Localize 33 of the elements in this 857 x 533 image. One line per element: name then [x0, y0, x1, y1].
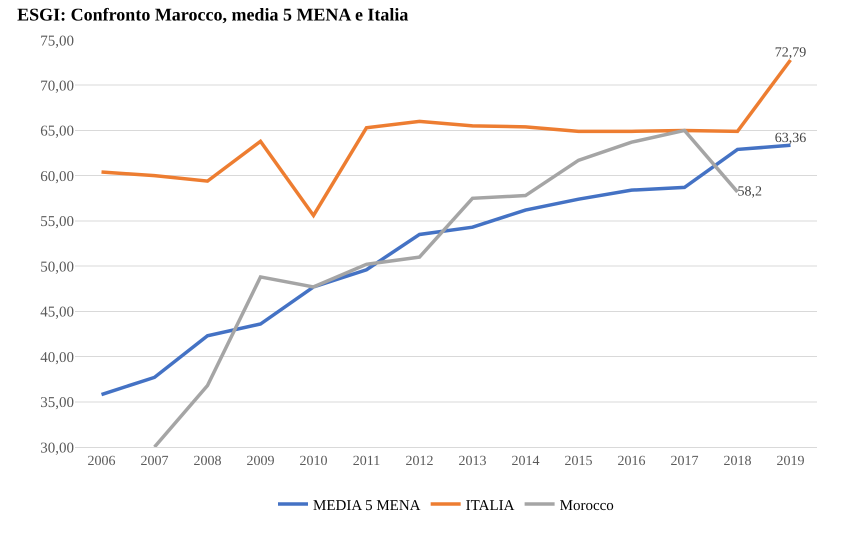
x-tick-label: 2010	[300, 454, 328, 469]
x-tick-label: 2017	[670, 454, 698, 469]
y-tick-label: 30,00	[40, 440, 74, 456]
y-tick-label: 65,00	[40, 124, 74, 140]
legend-label: MEDIA 5 MENA	[313, 498, 421, 514]
x-tick-label: 2009	[246, 454, 274, 469]
y-tick-label: 35,00	[40, 395, 74, 412]
x-tick-label: 2012	[406, 454, 434, 469]
x-tick-label: 2019	[776, 454, 804, 469]
x-tick-label: 2006	[88, 454, 116, 469]
x-tick-label: 2015	[564, 454, 592, 469]
y-tick-label: 75,00	[40, 33, 74, 50]
x-tick-label: 2013	[458, 454, 486, 469]
data-label: 58,2	[738, 184, 762, 200]
line-series	[100, 144, 792, 396]
data-label: 63,36	[774, 130, 806, 146]
x-tick-label: 2016	[618, 454, 646, 469]
y-tick-label: 60,00	[40, 168, 74, 185]
x-tick-label: 2014	[512, 454, 540, 469]
legend-label: Morocco	[560, 498, 614, 514]
y-tick-label: 45,00	[40, 304, 74, 321]
y-tick-label: 50,00	[40, 259, 74, 276]
x-tick-label: 2018	[724, 454, 752, 469]
y-tick-label: 55,00	[40, 214, 74, 230]
y-tick-label: 40,00	[40, 350, 74, 366]
x-tick-label: 2007	[140, 454, 168, 469]
x-tick-label: 2008	[194, 454, 222, 469]
chart-title: ESGI: Confronto Marocco, media 5 MENA e Italia	[17, 4, 408, 25]
x-tick-label: 2011	[352, 454, 380, 469]
data-label: 72,79	[774, 45, 806, 60]
y-tick-label: 70,00	[40, 78, 74, 94]
legend-label: ITALIA	[466, 498, 515, 514]
line-series	[152, 128, 740, 447]
